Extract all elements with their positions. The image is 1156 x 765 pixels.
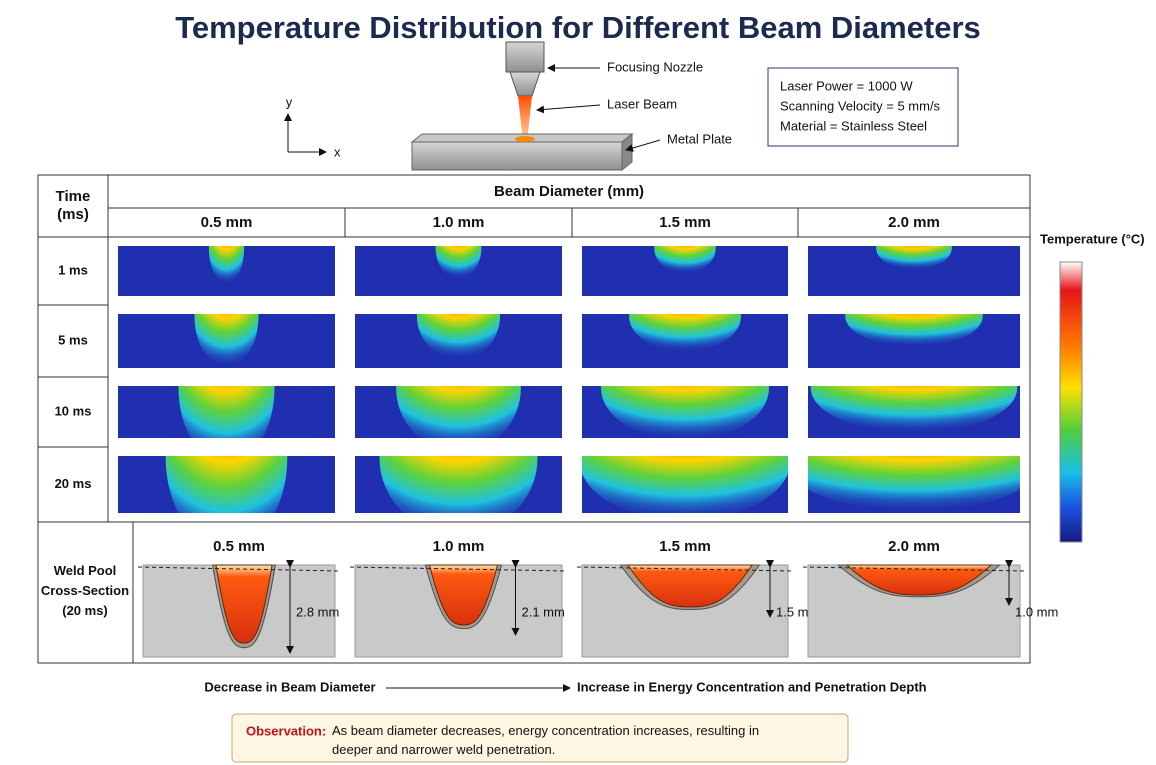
parameter: Material = Stainless Steel — [780, 118, 927, 133]
trend-right: Increase in Energy Concentration and Pen… — [577, 679, 927, 694]
heat-cell — [808, 285, 1020, 368]
heat-zone — [876, 226, 952, 269]
row-header: 5 ms — [58, 332, 88, 347]
table: Beam Diameter (mm) Time(ms) 0.5 mm 1.0 mm 1… — [38, 175, 1058, 663]
depth-label: 2.1 mm — [522, 604, 565, 619]
colorbar-scale — [1060, 262, 1082, 542]
column-header: 1.0 mm — [433, 214, 485, 231]
axis-y-label: y — [286, 94, 293, 109]
colorbar-title: Temperature (°C) — [1040, 231, 1145, 246]
group-header: Beam Diameter (mm) — [494, 183, 644, 200]
row-header: 20 ms — [55, 476, 92, 491]
arrow — [537, 105, 600, 110]
diagram: 2200200018001600140012001000800600400200… — [0, 0, 1156, 765]
parameter: Laser Power = 1000 W — [780, 78, 913, 93]
beam-label: Laser Beam — [607, 96, 677, 111]
weld-column-header: 2.0 mm — [888, 538, 940, 555]
row-header: 1 ms — [58, 262, 88, 277]
weld-column-header: 1.0 mm — [433, 538, 485, 555]
parameter: Scanning Velocity = 5 mm/s — [780, 98, 941, 113]
trend: Decrease in Beam Diameter Increase in En… — [204, 679, 926, 694]
column-header: 1.5 mm — [659, 214, 711, 231]
weld-column-header: 0.5 mm — [213, 538, 265, 555]
column-header: 2.0 mm — [888, 214, 940, 231]
axis-x-label: x — [334, 144, 341, 159]
observation-label: Observation: — [246, 723, 326, 738]
depth-label: 1.0 mm — [1015, 604, 1058, 619]
column-header: 0.5 mm — [201, 214, 253, 231]
trend-left: Decrease in Beam Diameter — [204, 679, 375, 694]
nozzle — [506, 42, 544, 72]
heat-cell — [582, 223, 788, 296]
weld-column-header: 1.5 mm — [659, 538, 711, 555]
row-header: 10 ms — [55, 403, 92, 418]
colorbar: Temperature (°C) — [1040, 231, 1145, 542]
time-header: Time(ms) — [56, 188, 91, 223]
plate-label: Metal Plate — [667, 131, 732, 146]
plate-front — [412, 142, 622, 170]
nozzle-label: Focusing Nozzle — [607, 59, 703, 74]
hot-spot — [515, 136, 535, 142]
nozzle-tip — [510, 72, 540, 96]
depth-label: 2.8 mm — [296, 604, 339, 619]
title: Temperature Distribution for Different B… — [175, 10, 981, 45]
schematic: Focusing Nozzle Laser Beam Metal Plate y… — [286, 42, 732, 170]
